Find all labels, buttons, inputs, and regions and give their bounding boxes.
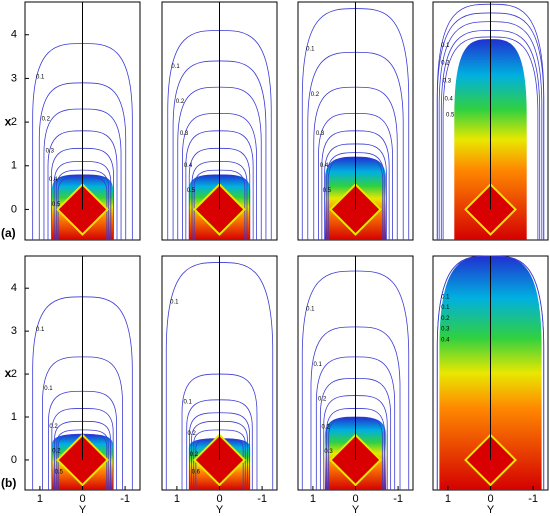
obstacle	[329, 433, 382, 487]
contour-label: 0.3	[443, 79, 452, 85]
contour-label: 0.1	[171, 64, 180, 70]
contour-label: 0.1	[36, 327, 45, 333]
contour-label: 0.3	[324, 449, 333, 455]
contour-label: 0.1	[36, 74, 45, 80]
contour-label: 0.1	[441, 43, 450, 49]
contour-label: 0.3	[316, 131, 325, 137]
contour-label: 0.2	[49, 424, 58, 430]
y-tick-label: 0	[11, 454, 17, 466]
y-tick-label: 4	[11, 282, 17, 294]
contour-label: 0.1	[183, 400, 192, 406]
obstacle	[193, 433, 246, 487]
obstacle	[56, 433, 109, 487]
contour-label: 0.3	[46, 148, 55, 154]
x-tick-label: -1	[120, 493, 130, 505]
y-axis-label: x	[5, 114, 12, 128]
row-label: (a)	[1, 226, 16, 240]
obstacle	[464, 433, 517, 487]
contour-label: 0.4	[49, 177, 58, 183]
contour-label: 0.2	[187, 431, 196, 437]
y-tick-label: 1	[11, 160, 17, 172]
contour-label: 0.2	[190, 452, 199, 458]
contour-label: 0.1	[44, 386, 53, 392]
contour-label: 0.4	[184, 163, 193, 169]
x-tick-label: 1	[310, 493, 316, 505]
contour-label: 0.2	[42, 117, 51, 123]
contour-label: 0.4	[320, 163, 329, 169]
contour-label: 0.5	[446, 113, 455, 119]
contour-label: 0.5	[52, 202, 61, 208]
contour-label: 0.4	[441, 337, 450, 343]
y-tick-label: 4	[11, 29, 17, 41]
contour-label: 0.2	[441, 61, 450, 67]
contour-label: 0.4	[445, 97, 454, 103]
x-tick-label: 0	[487, 493, 493, 505]
contour-label: 0.5	[55, 470, 64, 476]
contour-label: 0.3	[441, 327, 450, 333]
y-axis-label: x	[5, 366, 12, 380]
contour-label: 0.2	[318, 397, 327, 403]
contour-label: 0.1	[170, 300, 179, 306]
row-label: (b)	[1, 476, 16, 490]
x-axis-label: Y	[216, 504, 224, 516]
x-axis-label: Y	[352, 504, 360, 516]
x-tick-label: -1	[393, 493, 403, 505]
contour-label: 0.5	[187, 188, 196, 194]
contour-label: 0.6	[192, 470, 201, 476]
y-tick-label: 3	[11, 72, 17, 84]
y-tick-label: 2	[11, 368, 17, 380]
contour-label: 0.2	[321, 424, 330, 430]
contour-label: 0.3	[180, 131, 189, 137]
y-tick-label: 3	[11, 325, 17, 337]
x-tick-label: 0	[352, 493, 358, 505]
contour-label: 0.2	[176, 99, 185, 105]
contour-label: 0.2	[441, 316, 450, 322]
x-tick-label: 1	[37, 493, 43, 505]
y-tick-label: 2	[11, 116, 17, 128]
x-tick-label: 1	[174, 493, 180, 505]
x-tick-label: -1	[257, 493, 267, 505]
x-axis-label: Y	[487, 504, 495, 516]
x-tick-label: 1	[445, 493, 451, 505]
contour-label: 0.5	[323, 188, 332, 194]
x-tick-label: 0	[79, 493, 85, 505]
contour-label: 0.2	[311, 92, 320, 98]
contour-label: 0.1	[441, 294, 450, 300]
y-tick-label: 0	[11, 203, 17, 215]
contour-label: 0.1	[441, 305, 450, 311]
y-tick-label: 1	[11, 411, 17, 423]
x-tick-label: 0	[216, 493, 222, 505]
x-tick-label: -1	[528, 493, 538, 505]
contour-label: 0.1	[306, 306, 315, 312]
contour-label: 0.1	[306, 46, 315, 52]
contour-label: 0.2	[52, 449, 61, 455]
x-axis-label: Y	[79, 504, 87, 516]
contour-label: 0.1	[313, 362, 322, 368]
